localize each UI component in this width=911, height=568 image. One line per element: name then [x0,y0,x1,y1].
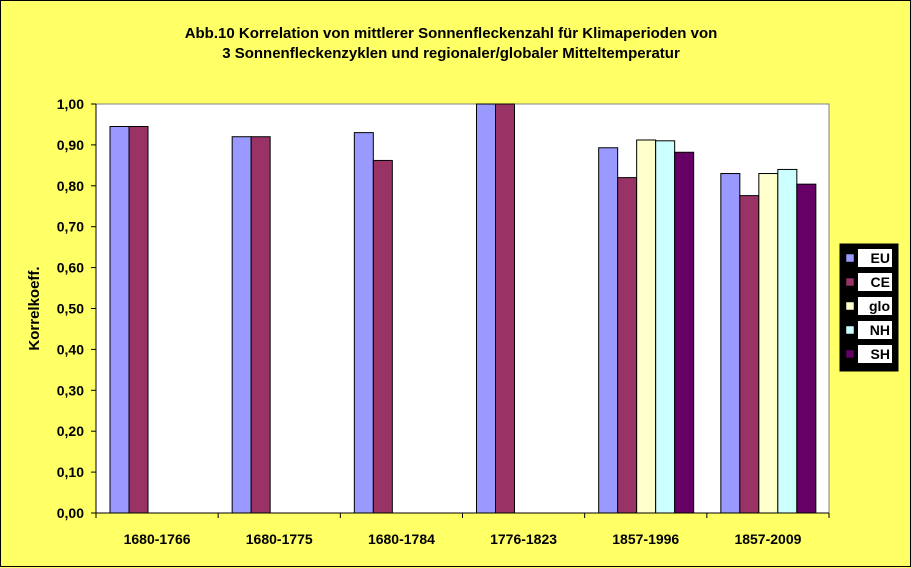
bar-ce-1680-1784 [372,159,393,514]
y-tick-label: 0,70 [57,219,84,235]
bar-ce-1680-1775 [250,136,271,514]
chart-title-line: Abb.10 Korrelation von mittlerer Sonnenf… [185,25,718,42]
bar-eu-1680-1775 [231,136,252,514]
legend-label-glo: glo [869,298,890,314]
bar-eu-1857-1996 [598,147,619,514]
y-tick-label: 0,00 [57,505,84,521]
legend-label-ce: CE [871,274,890,290]
y-tick-label: 1,00 [57,96,84,112]
bar-eu-1680-1766 [109,125,130,514]
legend-swatch-nh [845,325,855,335]
legend-swatch-eu [845,253,855,263]
y-tick-label: 0,50 [57,301,84,317]
y-tick-label: 0,30 [57,382,84,398]
bar-glo-1857-1996 [636,139,657,514]
x-tick-label: 1680-1775 [246,531,313,547]
legend-label-sh: SH [871,346,890,362]
bar-ce-1680-1766 [128,125,149,514]
x-tick-label: 1857-2009 [734,531,801,547]
y-tick-label: 0,80 [57,178,84,194]
legend-label-eu: EU [871,250,890,266]
bar-eu-1680-1784 [353,132,374,514]
x-tick-label: 1776-1823 [490,531,557,547]
bar-ce-1857-1996 [617,177,638,514]
legend-label-bg [858,321,892,339]
chart-title-line: 3 Sonnenfleckenzyklen und regionaler/glo… [222,45,680,62]
bar-ce-1776-1823 [495,103,515,514]
legend-swatch-ce [845,277,855,287]
legend-label-bg [858,345,892,363]
legend-swatch-sh [845,349,855,359]
bar-sh-1857-1996 [674,151,695,514]
x-tick-label: 1680-1766 [124,531,191,547]
bar-sh-1857-2009 [796,183,817,514]
legend-label-bg [858,273,892,291]
bar-nh-1857-1996 [655,140,676,514]
plot-area [95,103,830,514]
x-tick-label: 1857-1996 [612,531,679,547]
y-tick-label: 0,40 [57,341,84,357]
bar-glo-1857-2009 [758,173,779,514]
legend-swatch-glo [845,301,855,311]
y-tick-label: 0,10 [57,464,84,480]
y-tick-label: 0,90 [57,137,84,153]
y-axis-label: Korrelkoeff. [26,266,43,350]
y-tick-label: 0,20 [57,423,84,439]
legend-label-bg [858,249,892,267]
bar-eu-1776-1823 [476,103,496,514]
legend-label-bg [858,297,892,315]
bar-nh-1857-2009 [777,168,798,514]
legend-label-nh: NH [870,322,890,338]
bar-eu-1857-2009 [720,173,741,514]
x-tick-label: 1680-1784 [368,531,435,547]
bar-ce-1857-2009 [739,195,760,514]
y-tick-label: 0,60 [57,260,84,276]
